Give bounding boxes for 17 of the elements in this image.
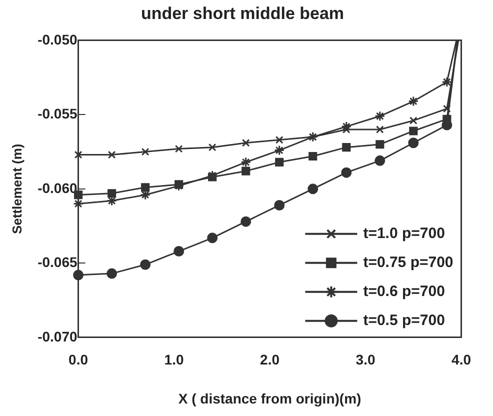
- y-tick-label: -0.050: [38, 31, 78, 48]
- legend-label: t=0.5 p=700: [363, 312, 445, 330]
- legend-label: t=1.0 p=700: [363, 225, 445, 242]
- legend-label: t=0.75 p=700: [363, 254, 454, 272]
- chart-title: under short middle beam: [140, 4, 344, 23]
- y-tick-label: -0.065: [38, 254, 78, 270]
- x-tick-label: 0.0: [68, 352, 88, 368]
- x-axis-title: X ( distance from origin)(m): [178, 390, 362, 406]
- x-tick-label: 1.0: [164, 352, 184, 368]
- y-tick-label: -0.070: [38, 328, 78, 344]
- x-tick-label: 3.0: [356, 352, 376, 368]
- legend-label: t=0.6 p=700: [363, 283, 445, 300]
- y-tick-label: -0.060: [38, 180, 78, 196]
- y-axis-title: Settlement (m): [9, 144, 24, 234]
- x-tick-label: 4.0: [452, 352, 472, 368]
- x-tick-label: 2.0: [260, 352, 280, 368]
- y-tick-label: -0.055: [38, 106, 78, 122]
